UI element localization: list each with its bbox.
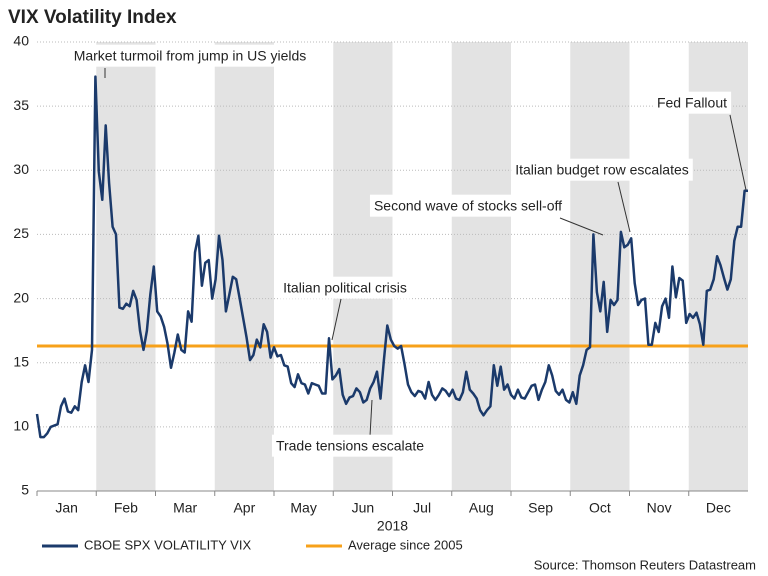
- x-tick-label: Aug: [469, 500, 494, 516]
- x-tick-label: Oct: [589, 500, 611, 516]
- x-tick-label: Sep: [528, 500, 553, 516]
- y-tick-label: 10: [13, 418, 29, 434]
- x-tick-label: Mar: [173, 500, 197, 516]
- x-tick-label: Jun: [352, 500, 375, 516]
- month-band: [570, 42, 630, 491]
- annotation: Market turmoil from jump in US yields: [74, 48, 307, 64]
- x-tick-label: May: [290, 500, 316, 516]
- annotation-bg: [369, 194, 567, 217]
- legend-label: Average since 2005: [348, 537, 463, 552]
- annotation: Second wave of stocks sell-off: [374, 198, 562, 214]
- source: Source: Thomson Reuters Datastream: [534, 557, 756, 572]
- x-tick-label: Jul: [413, 500, 431, 516]
- legend-label: CBOE SPX VOLATILITY VIX: [84, 537, 251, 552]
- annotation-bg: [511, 158, 693, 181]
- annotation: Italian political crisis: [283, 280, 407, 296]
- x-tick-label: Dec: [706, 500, 731, 516]
- month-band: [688, 42, 748, 491]
- annotation-leader: [331, 298, 342, 341]
- annotation-bg: [69, 44, 311, 67]
- annotation-leader: [369, 399, 373, 437]
- annotation: Trade tensions escalate: [276, 438, 424, 454]
- annotation-leader: [559, 217, 604, 236]
- y-tick-label: 20: [13, 289, 29, 305]
- x-tick-label: Feb: [114, 500, 138, 516]
- x-tick-label: Nov: [647, 500, 672, 516]
- month-band: [333, 42, 393, 491]
- annotation-bg: [271, 434, 429, 457]
- y-tick-label: 25: [13, 225, 29, 241]
- annotation-bg: [279, 276, 411, 299]
- y-tick-label: 5: [21, 482, 29, 498]
- y-tick-label: 40: [13, 33, 29, 49]
- x-tick-label: Jan: [55, 500, 78, 516]
- annotation-bg: [652, 91, 732, 114]
- x-tick-label: Apr: [233, 500, 255, 516]
- annotation: Italian budget row escalates: [515, 162, 689, 178]
- y-tick-label: 30: [13, 161, 29, 177]
- y-tick-label: 35: [13, 97, 29, 113]
- month-band: [451, 42, 511, 491]
- month-band: [214, 42, 274, 491]
- y-tick-label: 15: [13, 353, 29, 369]
- annotation-leader: [617, 181, 631, 233]
- annotation-leader: [729, 114, 747, 191]
- month-band: [96, 42, 156, 491]
- annotation: Fed Fallout: [657, 95, 727, 111]
- x-axis-label: 2018: [377, 518, 408, 534]
- vix-line: [35, 75, 748, 439]
- chart-title: VIX Volatility Index: [8, 7, 177, 28]
